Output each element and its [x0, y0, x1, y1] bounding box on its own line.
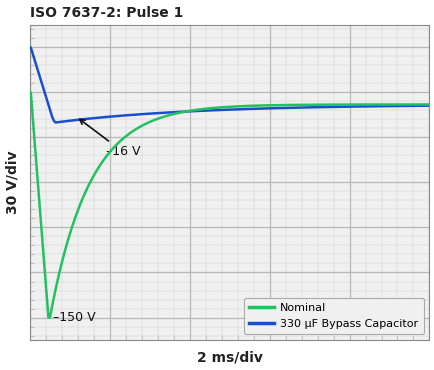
- X-axis label: 2 ms/div: 2 ms/div: [196, 350, 262, 364]
- Legend: Nominal, 330 µF Bypass Capacitor: Nominal, 330 µF Bypass Capacitor: [243, 298, 423, 334]
- Y-axis label: 30 V/div: 30 V/div: [6, 151, 20, 214]
- Text: –16 V: –16 V: [79, 119, 140, 158]
- Text: ISO 7637-2: Pulse 1: ISO 7637-2: Pulse 1: [30, 6, 183, 20]
- Text: –150 V: –150 V: [53, 311, 95, 324]
